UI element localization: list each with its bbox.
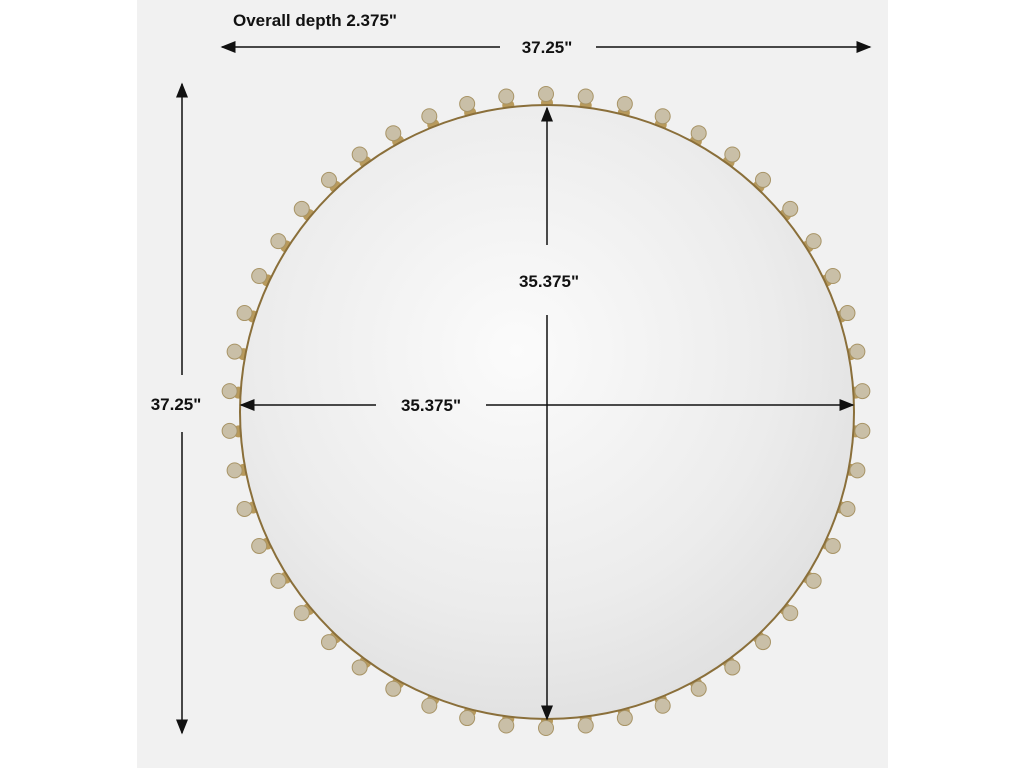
knob	[320, 631, 342, 651]
knob	[293, 602, 315, 622]
knob	[722, 655, 741, 676]
overall-width-label: 37.25"	[522, 38, 573, 57]
knob	[270, 233, 293, 253]
knob	[270, 571, 293, 589]
overall-height-label: 37.25"	[151, 395, 202, 414]
mirror-height-label: 35.375"	[519, 272, 579, 291]
mirror-width-label: 35.375"	[401, 396, 461, 415]
knob	[801, 571, 822, 589]
knob	[320, 171, 342, 193]
overall-depth-label: Overall depth 2.375"	[233, 11, 397, 30]
knob	[251, 537, 274, 554]
knob	[722, 146, 741, 169]
knob	[293, 200, 315, 222]
knob-ring	[221, 86, 871, 736]
